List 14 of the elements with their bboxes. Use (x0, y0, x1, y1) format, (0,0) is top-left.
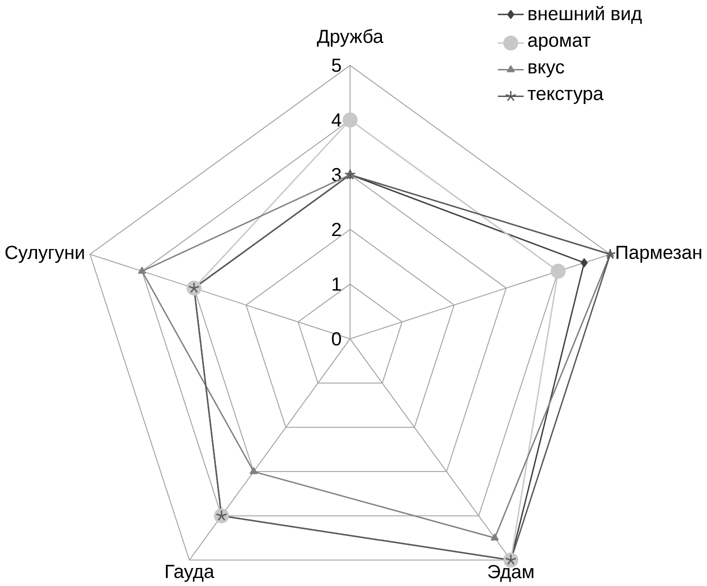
spoke-label: Дружба (316, 28, 384, 47)
legend-label: текстура (528, 90, 604, 104)
legend-label: вкус (528, 62, 564, 78)
y-tick-label: 2 (332, 222, 341, 236)
y-tick-label: 0 (332, 332, 341, 346)
spoke-label: Сулугуни (6, 246, 84, 263)
spoke-label: Эдам (488, 564, 534, 582)
legend-label: внешний вид (528, 6, 642, 24)
spoke-label: Пармезан (616, 246, 702, 263)
spoke-label: Гауда (166, 564, 214, 582)
y-tick-label: 5 (332, 58, 341, 72)
y-tick-label: 4 (332, 113, 342, 126)
legend-label: аромат (528, 36, 590, 50)
y-tick-label: 1 (332, 277, 341, 290)
